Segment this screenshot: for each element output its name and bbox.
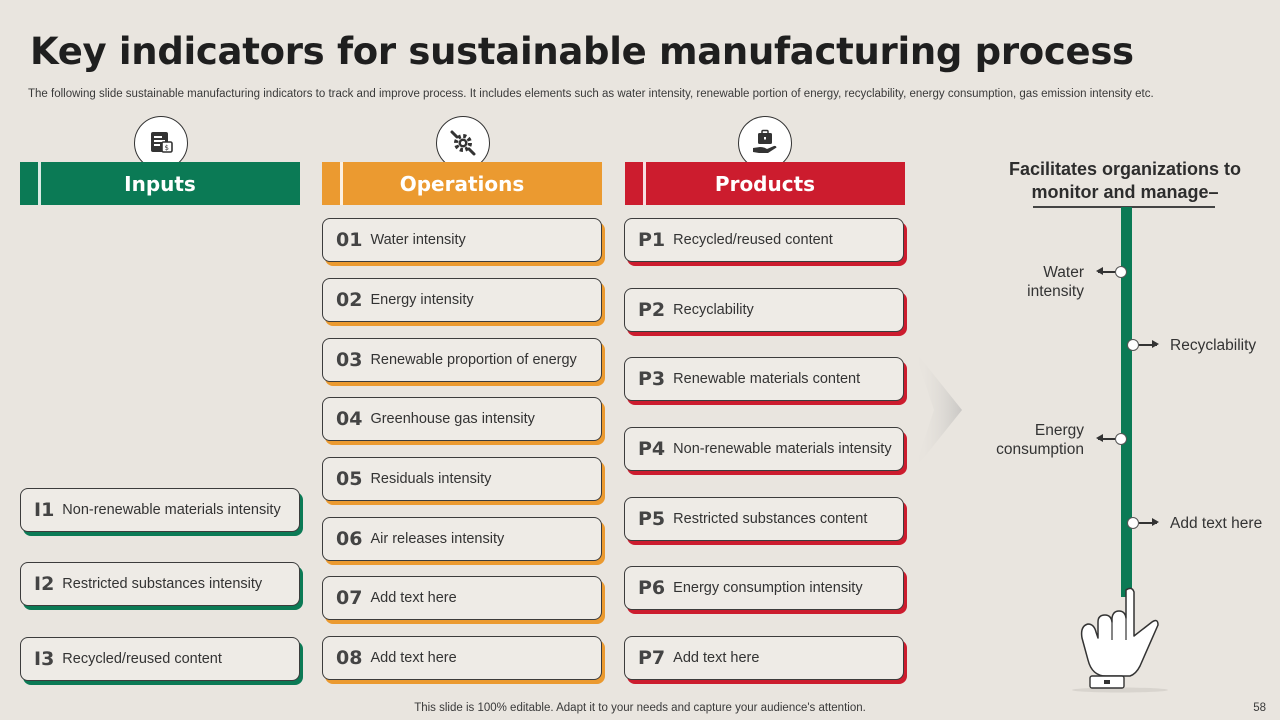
card-code: P1: [638, 229, 666, 251]
card-code: 04: [336, 408, 363, 430]
product-card-p2: P2 Recyclability: [624, 288, 904, 332]
document-tag-icon: $: [134, 116, 188, 170]
product-card-p1: P1 Recycled/reused content: [624, 218, 904, 262]
card-code: P7: [638, 647, 666, 669]
title-underline: [1033, 206, 1215, 208]
timeline-dot: [1115, 266, 1127, 278]
label-line: consumption: [996, 441, 1084, 458]
card-label: Renewable proportion of energy: [370, 352, 577, 368]
card-code: 05: [336, 468, 363, 490]
card-code: I1: [34, 499, 55, 521]
operation-card-04: 04 Greenhouse gas intensity: [322, 397, 602, 441]
input-card-i3: I3 Recycled/reused content: [20, 637, 300, 681]
operation-card-06: 06 Air releases intensity: [322, 517, 602, 561]
product-card-p5: P5 Restricted substances content: [624, 497, 904, 541]
card-code: P2: [638, 299, 666, 321]
card-code: 07: [336, 587, 363, 609]
card-label: Residuals intensity: [370, 471, 492, 487]
timeline-dot: [1127, 517, 1139, 529]
card-code: I2: [34, 573, 55, 595]
footer-note: This slide is 100% editable. Adapt it to…: [414, 702, 866, 714]
timeline-bar: [1121, 207, 1132, 597]
timeline-label-energy-consumption: Energy consumption: [984, 421, 1084, 459]
card-code: 02: [336, 289, 363, 311]
card-code: P5: [638, 508, 666, 530]
timeline-label-water-intensity: Water intensity: [1000, 263, 1084, 301]
card-label: Renewable materials content: [673, 371, 861, 387]
card-code: 03: [336, 349, 363, 371]
facilitates-title: Facilitates organizations to monitor and…: [990, 158, 1260, 204]
card-label: Add text here: [370, 590, 457, 606]
header-inputs: Inputs: [20, 162, 300, 205]
arrow-left-icon: [1096, 435, 1115, 441]
pointing-hand-icon: [1072, 587, 1168, 693]
arrow-right-icon: [1139, 341, 1159, 347]
card-code: P4: [638, 438, 666, 460]
page-number: 58: [1253, 702, 1266, 714]
card-label: Non-renewable materials intensity: [62, 502, 281, 518]
card-label: Add text here: [673, 650, 760, 666]
svg-text:$: $: [165, 144, 169, 152]
product-card-p4: P4 Non-renewable materials intensity: [624, 427, 904, 471]
operation-card-03: 03 Renewable proportion of energy: [322, 338, 602, 382]
card-code: P6: [638, 577, 666, 599]
briefcase-hand-icon: [738, 116, 792, 170]
product-card-p7: P7 Add text here: [624, 636, 904, 680]
product-card-p6: P6 Energy consumption intensity: [624, 566, 904, 610]
timeline-dot: [1127, 339, 1139, 351]
operation-card-08: 08 Add text here: [322, 636, 602, 680]
card-label: Recyclability: [673, 302, 754, 318]
card-label: Add text here: [370, 650, 457, 666]
arrow-left-icon: [1096, 268, 1115, 274]
card-label: Greenhouse gas intensity: [370, 411, 535, 427]
label-line: Water: [1043, 264, 1084, 281]
operation-card-02: 02 Energy intensity: [322, 278, 602, 322]
timeline-label-recyclability: Recyclability: [1170, 337, 1257, 354]
card-label: Energy intensity: [370, 292, 474, 308]
arrow-right-icon: [1139, 519, 1159, 525]
header-products: Products: [625, 162, 905, 205]
card-code: 08: [336, 647, 363, 669]
operation-card-05: 05 Residuals intensity: [322, 457, 602, 501]
label-line: intensity: [1027, 283, 1084, 300]
card-code: 06: [336, 528, 363, 550]
card-code: 01: [336, 229, 363, 251]
card-label: Water intensity: [370, 232, 466, 248]
card-label: Restricted substances intensity: [62, 576, 263, 592]
header-operations: Operations: [322, 162, 602, 205]
gear-wrench-icon: [436, 116, 490, 170]
slide-subtitle: The following slide sustainable manufact…: [28, 88, 1154, 100]
facilitates-title-line2: monitor and manage–: [1031, 182, 1219, 202]
card-label: Air releases intensity: [370, 531, 505, 547]
card-label: Energy consumption intensity: [673, 580, 863, 596]
card-label: Non-renewable materials intensity: [673, 441, 892, 457]
facilitates-title-line1: Facilitates organizations to: [1008, 159, 1242, 179]
timeline-dot: [1115, 433, 1127, 445]
operation-card-07: 07 Add text here: [322, 576, 602, 620]
label-line: Energy: [1034, 422, 1084, 439]
card-label: Recycled/reused content: [62, 651, 222, 667]
operation-card-01: 01 Water intensity: [322, 218, 602, 262]
timeline-label-add-text: Add text here: [1170, 515, 1263, 532]
input-card-i2: I2 Restricted substances intensity: [20, 562, 300, 606]
card-label: Restricted substances content: [673, 511, 868, 527]
input-card-i1: I1 Non-renewable materials intensity: [20, 488, 300, 532]
chevron-right-icon: [914, 350, 962, 470]
card-code: P3: [638, 368, 666, 390]
card-code: I3: [34, 648, 55, 670]
card-label: Recycled/reused content: [673, 232, 833, 248]
product-card-p3: P3 Renewable materials content: [624, 357, 904, 401]
slide-title: Key indicators for sustainable manufactu…: [30, 30, 1134, 73]
